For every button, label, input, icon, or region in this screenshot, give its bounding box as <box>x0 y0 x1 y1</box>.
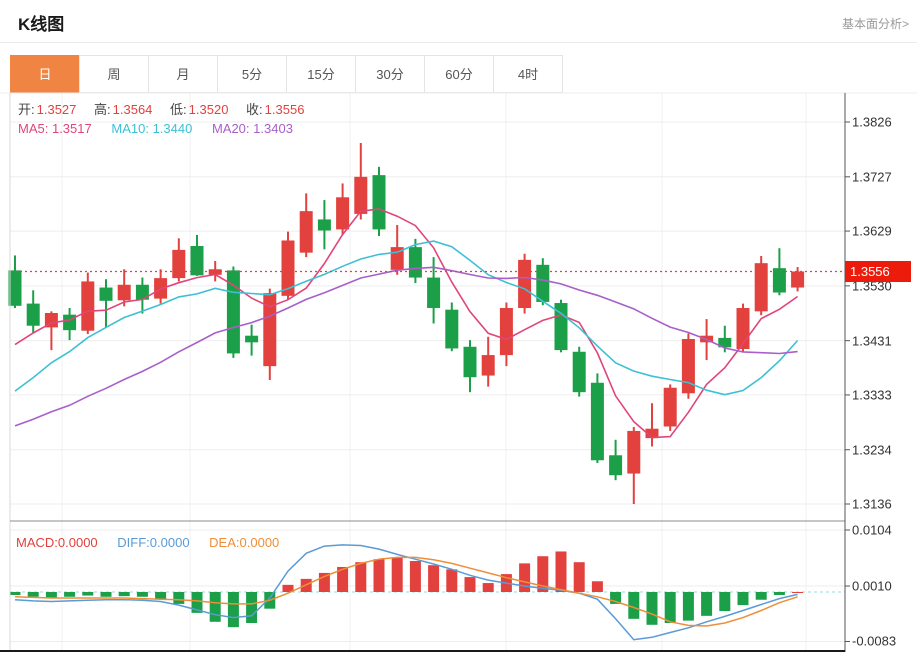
price-tick-label: 1.3234 <box>852 442 892 458</box>
close-label: 收: <box>246 102 263 117</box>
macd-tick-label: 0.0104 <box>852 522 892 538</box>
ohlc-legend: 开: 1.3527 高: 1.3564 低: 1.3520 收: 1.3556 <box>18 99 318 118</box>
ma5-line <box>14 208 799 439</box>
close-value: 1.3556 <box>264 102 305 117</box>
macd-tick-label: 0.0010 <box>852 578 892 594</box>
tab-day[interactable]: 日 <box>10 55 80 93</box>
low-label: 低: <box>170 102 187 117</box>
period-tabbar: 日 周 月 5分 15分 30分 60分 4时 <box>10 55 563 93</box>
ma5-legend: MA5: 1.3517 <box>18 121 92 136</box>
tab-30min[interactable]: 30分 <box>355 55 425 93</box>
macd-tick-label: -0.0083 <box>852 633 897 649</box>
price-tick-label: 1.3727 <box>852 169 892 185</box>
price-tick-label: 1.3530 <box>852 278 892 294</box>
ma20-line <box>14 266 798 427</box>
fundamental-analysis-link[interactable]: 基本面分析> <box>841 17 909 31</box>
price-tick-label: 1.3629 <box>852 223 892 239</box>
macd-value-legend: MACD:0.0000 <box>16 535 98 550</box>
macd-legend: MACD:0.0000 DIFF:0.0000 DEA:0.0000 <box>16 535 295 550</box>
candles-layer <box>8 143 805 504</box>
open-label: 开: <box>18 102 35 117</box>
price-tick-label: 1.3136 <box>852 496 892 512</box>
page-title: K线图 <box>18 15 65 34</box>
ma10-line <box>14 240 799 396</box>
current-price-badge: 1.3556 <box>845 261 911 282</box>
high-label: 高: <box>94 102 111 117</box>
macd-histogram <box>9 551 804 628</box>
price-tick-label: 1.3333 <box>852 387 892 403</box>
ma10-legend: MA10: 1.3440 <box>111 121 193 136</box>
high-value: 1.3564 <box>112 102 153 117</box>
dea-value-legend: DEA:0.0000 <box>209 535 280 550</box>
tab-4hour[interactable]: 4时 <box>493 55 563 93</box>
low-value: 1.3520 <box>188 102 229 117</box>
price-tick-label: 1.3826 <box>852 114 892 130</box>
price-tick-label: 1.3431 <box>852 333 892 349</box>
open-value: 1.3527 <box>36 102 77 117</box>
tab-week[interactable]: 周 <box>79 55 149 93</box>
tab-60min[interactable]: 60分 <box>424 55 494 93</box>
dea-line <box>14 556 798 627</box>
header-divider <box>0 42 917 43</box>
ma20-legend: MA20: 1.3403 <box>211 121 293 136</box>
tab-5min[interactable]: 5分 <box>217 55 287 93</box>
diff-value-legend: DIFF:0.0000 <box>117 535 190 550</box>
ma-legend: MA5: 1.3517 MA10: 1.3440 MA20: 1.3403 <box>18 121 309 136</box>
